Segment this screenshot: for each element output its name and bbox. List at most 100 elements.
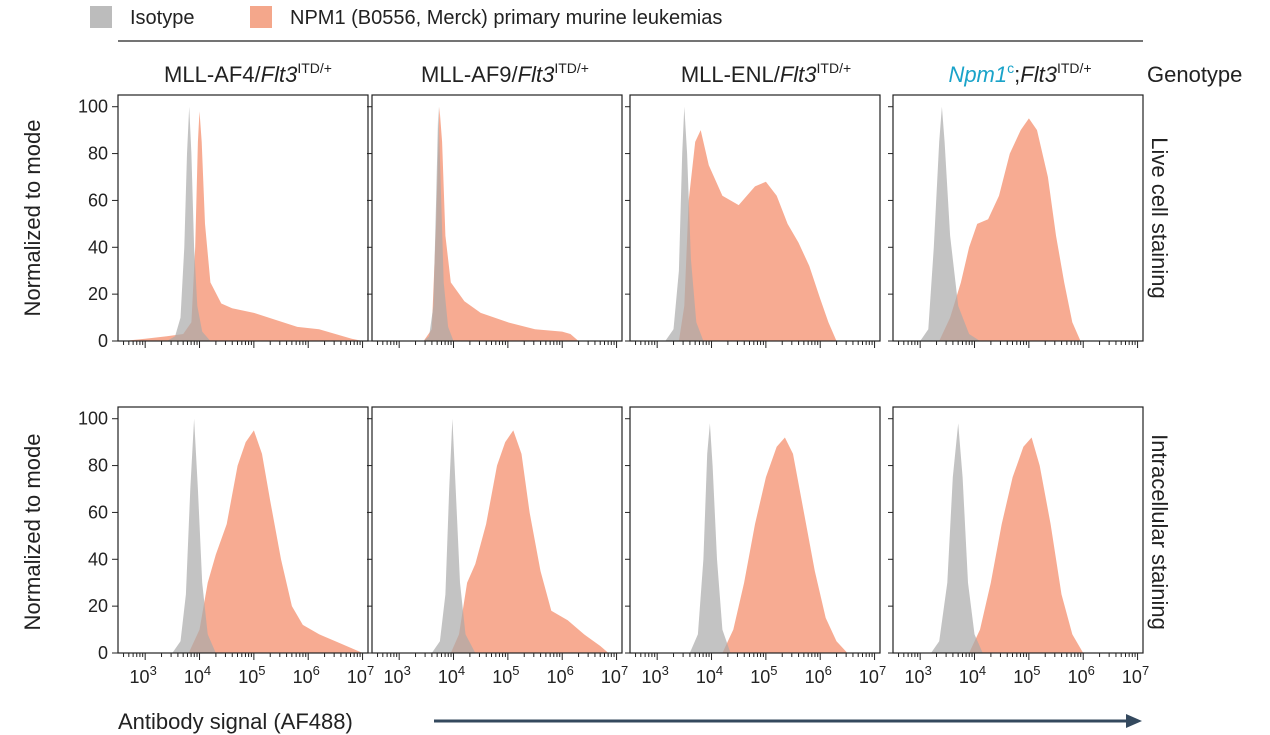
isotype-histogram-r2c4 bbox=[931, 423, 983, 653]
col-title-1-sup: ITD/+ bbox=[297, 60, 332, 76]
legend-swatch-npm1 bbox=[250, 6, 272, 28]
x-tick-base: 10 bbox=[750, 667, 770, 687]
x-tick-exponent: 3 bbox=[662, 663, 669, 678]
panel-r1c2 bbox=[367, 94, 623, 348]
npm1-histogram-r2c2 bbox=[450, 430, 609, 653]
x-tick-base: 10 bbox=[805, 667, 825, 687]
x-tick-base: 10 bbox=[384, 667, 404, 687]
x-tick-exponent: 4 bbox=[979, 663, 986, 678]
x-tick-base: 10 bbox=[293, 667, 313, 687]
y-tick-label-r2c1: 20 bbox=[88, 596, 108, 616]
x-tick-base: 10 bbox=[642, 667, 662, 687]
x-tick-exponent: 6 bbox=[1088, 663, 1095, 678]
y-axis-label-row-1: Normalized to mode bbox=[20, 120, 45, 317]
y-tick-label-r2c1: 80 bbox=[88, 456, 108, 476]
col-title-3: MLL-ENL/Flt3ITD/+ bbox=[681, 60, 851, 87]
y-tick-label-r1c1: 60 bbox=[88, 190, 108, 210]
col-title-1: MLL-AF4/Flt3ITD/+ bbox=[164, 60, 332, 87]
x-tick-base: 10 bbox=[859, 667, 879, 687]
x-tick-base: 10 bbox=[184, 667, 204, 687]
y-tick-label-r2c1: 100 bbox=[78, 409, 108, 429]
x-tick-label-r2c4: 107 bbox=[1122, 663, 1149, 687]
y-axis-label-row-2: Normalized to mode bbox=[20, 434, 45, 631]
legend-label-isotype: Isotype bbox=[130, 7, 194, 29]
x-tick-label-r2c1: 106 bbox=[293, 663, 320, 687]
x-tick-base: 10 bbox=[696, 667, 716, 687]
panel-r1c4 bbox=[888, 94, 1144, 348]
legend-swatch-isotype bbox=[90, 6, 112, 28]
x-tick-base: 10 bbox=[1068, 667, 1088, 687]
x-tick-exponent: 3 bbox=[925, 663, 932, 678]
panel-r2c4: 103 104 105 106 107 bbox=[888, 406, 1149, 687]
panel-frame-r2c2 bbox=[371, 406, 623, 654]
y-tick-label-r1c1: 100 bbox=[78, 97, 108, 117]
col-title-4: Npm1c;Flt3ITD/+ bbox=[948, 60, 1091, 87]
x-tick-base: 10 bbox=[438, 667, 458, 687]
row-label-live: Live cell staining bbox=[1147, 137, 1172, 298]
x-tick-base: 10 bbox=[492, 667, 512, 687]
panel-frame-r1c4 bbox=[892, 94, 1144, 342]
x-tick-exponent: 3 bbox=[404, 663, 411, 678]
x-tick-exponent: 7 bbox=[367, 663, 374, 678]
x-tick-exponent: 5 bbox=[770, 663, 777, 678]
x-tick-label-r2c1: 103 bbox=[130, 663, 157, 687]
npm1-histogram-r1c3 bbox=[678, 130, 837, 341]
col-title-3-gene: Flt3 bbox=[780, 62, 817, 87]
x-tick-label-r2c3: 103 bbox=[642, 663, 669, 687]
x-tick-base: 10 bbox=[238, 667, 258, 687]
x-tick-label-r2c3: 107 bbox=[859, 663, 886, 687]
y-tick-label-r1c1: 0 bbox=[98, 331, 108, 351]
panel-frame-r1c2 bbox=[371, 94, 623, 342]
isotype-histogram-r2c3 bbox=[689, 423, 731, 653]
x-axis-label: Antibody signal (AF488) bbox=[118, 709, 353, 734]
x-tick-base: 10 bbox=[547, 667, 567, 687]
x-tick-label-r2c4: 105 bbox=[1013, 663, 1040, 687]
panel-r2c2: 103 104 105 106 107 bbox=[367, 406, 628, 687]
isotype-histogram-r1c1 bbox=[166, 106, 211, 341]
y-tick-label-r1c1: 80 bbox=[88, 144, 108, 164]
panel-r2c3: 103 104 105 106 107 bbox=[625, 406, 886, 687]
x-tick-exponent: 5 bbox=[512, 663, 519, 678]
isotype-histogram-r1c3 bbox=[665, 106, 704, 341]
x-tick-label-r2c3: 105 bbox=[750, 663, 777, 687]
panel-frame-r2c1 bbox=[117, 406, 369, 654]
col-title-2-gene: Flt3 bbox=[518, 62, 555, 87]
x-tick-exponent: 6 bbox=[567, 663, 574, 678]
col-title-3-sup: ITD/+ bbox=[817, 60, 852, 76]
x-tick-exponent: 7 bbox=[621, 663, 628, 678]
col-title-4-npm1-sup: c bbox=[1007, 60, 1014, 76]
x-tick-base: 10 bbox=[1122, 667, 1142, 687]
x-tick-label-r2c3: 106 bbox=[805, 663, 832, 687]
npm1-histogram-r1c1 bbox=[123, 111, 363, 342]
x-tick-base: 10 bbox=[959, 667, 979, 687]
col-title-4-gene: Flt3 bbox=[1020, 62, 1057, 87]
x-tick-base: 10 bbox=[905, 667, 925, 687]
x-tick-base: 10 bbox=[1013, 667, 1033, 687]
isotype-histogram-r2c1 bbox=[172, 418, 216, 653]
col-title-1-prefix: MLL-AF4/ bbox=[164, 62, 261, 87]
npm1-histogram-r2c1 bbox=[188, 430, 363, 653]
panel-r1c1: 0 20 40 60 80 100 bbox=[78, 94, 369, 351]
col-title-2: MLL-AF9/Flt3ITD/+ bbox=[421, 60, 589, 87]
col-title-4-npm1: Npm1 bbox=[948, 62, 1007, 87]
y-tick-label-r2c1: 60 bbox=[88, 502, 108, 522]
x-tick-exponent: 5 bbox=[258, 663, 265, 678]
x-tick-label-r2c2: 103 bbox=[384, 663, 411, 687]
col-title-3-prefix: MLL-ENL/ bbox=[681, 62, 781, 87]
x-tick-base: 10 bbox=[347, 667, 367, 687]
x-tick-label-r2c1: 104 bbox=[184, 663, 211, 687]
panel-frame-r1c3 bbox=[629, 94, 881, 342]
x-tick-base: 10 bbox=[130, 667, 150, 687]
col-title-2-sup: ITD/+ bbox=[554, 60, 589, 76]
x-tick-label-r2c1: 107 bbox=[347, 663, 374, 687]
x-tick-exponent: 7 bbox=[879, 663, 886, 678]
legend-label-npm1: NPM1 (B0556, Merck) primary murine leuke… bbox=[290, 7, 722, 29]
x-tick-label-r2c2: 106 bbox=[547, 663, 574, 687]
legend: Isotype NPM1 (B0556, Merck) primary muri… bbox=[90, 6, 722, 29]
x-tick-label-r2c4: 103 bbox=[905, 663, 932, 687]
panel-frame-r1c1 bbox=[117, 94, 369, 342]
panel-frame-r2c3 bbox=[629, 406, 881, 654]
